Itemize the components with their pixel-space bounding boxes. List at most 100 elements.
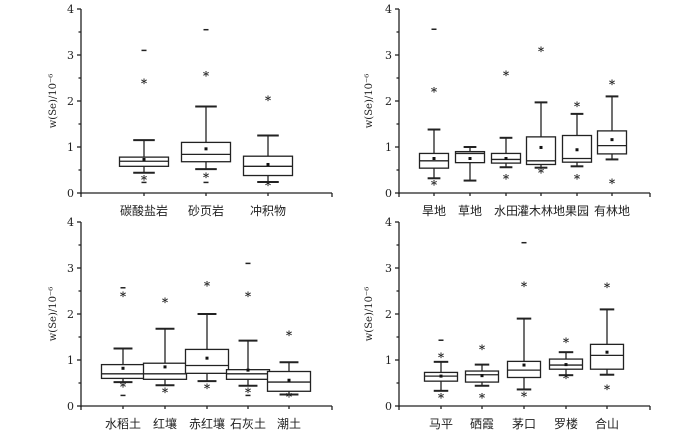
x-tick-label: 罗楼 [554, 416, 578, 431]
outlier-star: * [204, 382, 211, 396]
iqr-box [180, 141, 232, 163]
iqr-box [525, 136, 557, 166]
y-axis-label: w(Se)/10⁻⁶ [48, 74, 59, 129]
box-水稻土: ** [100, 287, 146, 397]
y-tick-label: 3 [385, 262, 392, 275]
outlier-star: * [438, 350, 445, 364]
y-tick-label: 4 [385, 3, 392, 16]
y-tick-label: 2 [67, 308, 74, 321]
outlier-star: * [479, 391, 486, 405]
outlier-star: * [609, 78, 616, 92]
mean-marker [564, 363, 568, 367]
box-罗楼: ** [548, 336, 584, 385]
box-合山: ** [589, 280, 625, 397]
x-tick-label: 潮土 [277, 416, 301, 431]
mean-marker [439, 374, 443, 378]
mean-marker [522, 363, 526, 367]
x-tick-label: 草地 [458, 204, 482, 218]
mean-marker [142, 157, 146, 161]
iqr-box [100, 363, 146, 380]
iqr-box [506, 360, 542, 379]
box-砂页岩: ** [180, 28, 232, 184]
box-有林地: ** [596, 78, 628, 190]
mean-marker [266, 162, 270, 166]
y-tick-label: 1 [67, 354, 74, 367]
mean-marker [205, 356, 209, 360]
box-旱地: ** [418, 28, 450, 192]
outlier-star: * [431, 178, 438, 192]
box-石灰土: ** [225, 262, 271, 399]
outlier-star: * [265, 94, 272, 108]
iqr-box [589, 343, 625, 370]
x-tick-label: 红壤 [153, 416, 177, 431]
x-tick-label: 赤红壤 [189, 416, 225, 431]
box-草地 [454, 146, 486, 182]
x-tick-label: 茅口 [512, 417, 536, 431]
outlier-star: * [604, 383, 611, 397]
mean-marker [539, 145, 543, 149]
mean-marker [163, 365, 167, 369]
outlier-star: * [563, 336, 570, 350]
x-tick-label: 水稻土 [105, 417, 141, 431]
box-马平: ** [423, 339, 459, 405]
y-axis-label: w(Se)/10⁻⁶ [364, 287, 375, 342]
box-灌木林地: ** [525, 44, 557, 180]
iqr-box [596, 130, 628, 155]
y-tick-label: 4 [67, 3, 74, 16]
box-茅口: ** [506, 241, 542, 403]
outlier-star: * [162, 386, 169, 400]
outlier-star: * [265, 179, 272, 193]
box-果园: ** [561, 100, 593, 186]
outlier-star: * [245, 385, 252, 399]
y-tick-label: 1 [67, 141, 74, 154]
outlier-star: * [120, 290, 127, 304]
x-tick-label: 冲积物 [250, 203, 286, 218]
box-水田: ** [490, 68, 522, 186]
mean-marker [480, 374, 484, 378]
x-tick-label: 合山 [595, 416, 619, 431]
outlier-star: * [563, 371, 570, 385]
mean-marker [246, 368, 250, 372]
y-tick-label: 2 [67, 95, 74, 108]
y-tick-label: 4 [67, 216, 74, 229]
outlier-star: * [503, 172, 510, 186]
outlier-star: * [204, 279, 211, 293]
outlier-star: * [574, 172, 581, 186]
x-tick-label: 硒霞 [470, 417, 494, 431]
outlier-star: * [609, 176, 616, 190]
mean-marker [468, 157, 472, 160]
outlier-star: * [203, 170, 210, 184]
y-tick-label: 0 [385, 187, 392, 200]
mean-marker [204, 147, 208, 151]
outlier-star: * [604, 280, 611, 294]
y-tick-label: 2 [385, 308, 392, 321]
y-tick-label: 4 [385, 216, 392, 229]
outlier-star: * [120, 380, 127, 394]
x-tick-label: 水田 [494, 204, 518, 218]
outlier-star: * [245, 290, 252, 304]
y-tick-label: 3 [67, 49, 74, 62]
outlier-star: * [203, 69, 210, 83]
mean-marker [287, 378, 291, 382]
mean-marker [432, 157, 436, 160]
outlier-star: * [479, 343, 486, 357]
box-潮土: ** [266, 329, 312, 404]
outlier-star: * [431, 85, 438, 99]
outlier-star: * [162, 296, 169, 310]
iqr-box [184, 348, 230, 374]
x-tick-label: 果园 [565, 204, 589, 218]
outlier-star: * [538, 44, 545, 58]
outlier-star: * [141, 77, 148, 91]
outlier-star: * [521, 389, 528, 403]
mean-marker [504, 157, 508, 160]
box-赤红壤: ** [184, 279, 230, 396]
x-tick-label: 碳酸盐岩 [120, 203, 168, 218]
mean-marker [575, 148, 579, 152]
x-tick-label: 灌木林地 [517, 204, 565, 218]
box-冲积物: ** [242, 94, 294, 193]
